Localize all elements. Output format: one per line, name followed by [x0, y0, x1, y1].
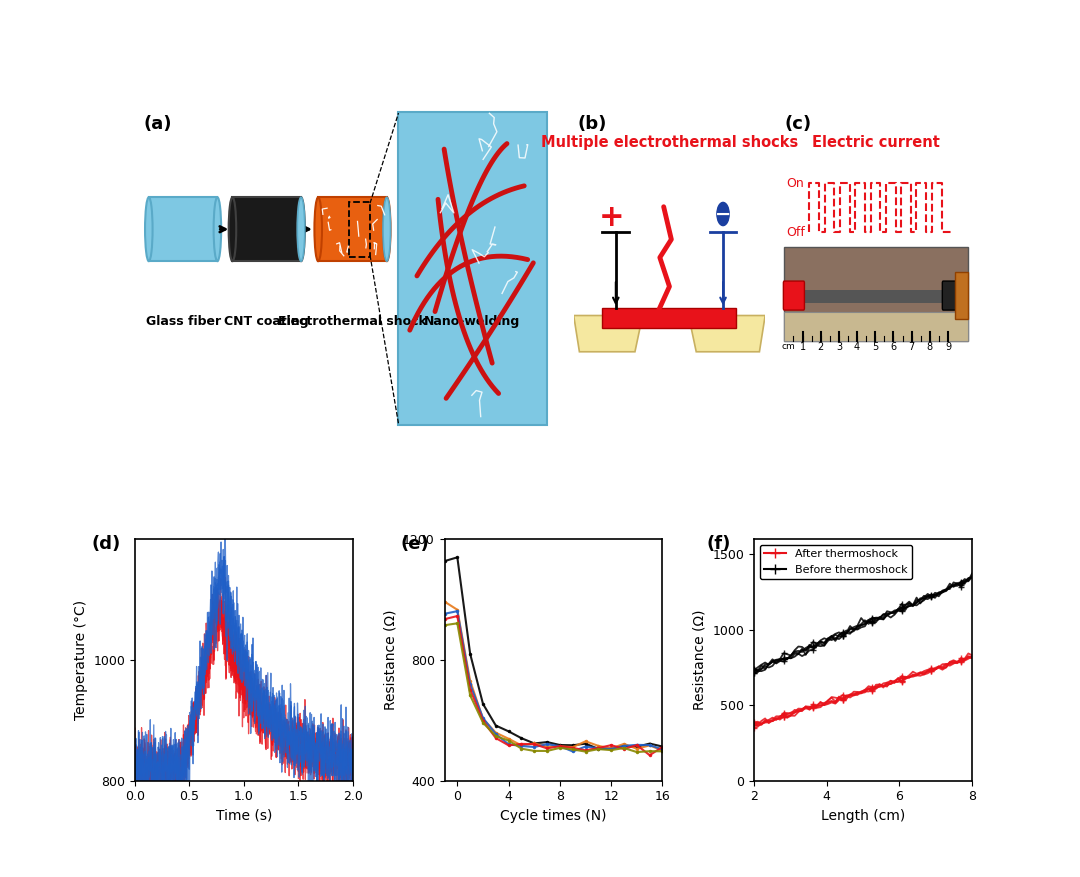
Bar — [804, 290, 943, 303]
Text: +: + — [598, 203, 624, 232]
Text: 3: 3 — [836, 342, 842, 352]
Text: −: − — [715, 204, 731, 224]
Text: On: On — [786, 176, 804, 189]
X-axis label: Length (cm): Length (cm) — [821, 809, 905, 823]
Text: Glass fiber: Glass fiber — [146, 316, 220, 328]
Text: (d): (d) — [92, 534, 121, 553]
Text: 5: 5 — [873, 342, 878, 352]
Bar — [955, 272, 968, 319]
Ellipse shape — [214, 197, 221, 261]
FancyBboxPatch shape — [319, 197, 387, 261]
Text: Electrothermal shock: Electrothermal shock — [279, 316, 427, 328]
Ellipse shape — [229, 197, 237, 261]
FancyBboxPatch shape — [149, 197, 217, 261]
Legend: After thermoshock, Before thermoshock: After thermoshock, Before thermoshock — [759, 545, 913, 580]
Text: 4: 4 — [854, 342, 860, 352]
FancyBboxPatch shape — [232, 197, 301, 261]
Y-axis label: Resistance (Ω): Resistance (Ω) — [383, 610, 397, 710]
Bar — [603, 309, 737, 328]
X-axis label: Cycle times (N): Cycle times (N) — [500, 809, 607, 823]
Text: 9: 9 — [945, 342, 951, 352]
Bar — [399, 111, 546, 425]
Text: (f): (f) — [706, 534, 730, 553]
Y-axis label: Temperature (°C): Temperature (°C) — [73, 600, 87, 720]
Text: cm: cm — [782, 342, 795, 351]
Text: CNT coating: CNT coating — [225, 316, 309, 328]
Polygon shape — [573, 316, 643, 352]
Ellipse shape — [314, 197, 322, 261]
Ellipse shape — [145, 197, 152, 261]
Text: 1: 1 — [799, 342, 806, 352]
Ellipse shape — [383, 197, 391, 261]
Ellipse shape — [297, 197, 305, 261]
Bar — [349, 202, 370, 257]
Y-axis label: Resistance (Ω): Resistance (Ω) — [693, 610, 707, 710]
Text: (c): (c) — [784, 115, 811, 133]
Polygon shape — [689, 316, 765, 352]
Text: Off: Off — [786, 225, 805, 239]
Text: 7: 7 — [908, 342, 915, 352]
Circle shape — [717, 203, 729, 225]
Text: 6: 6 — [890, 342, 896, 352]
FancyBboxPatch shape — [783, 281, 805, 310]
Ellipse shape — [383, 197, 391, 261]
Text: Multiple electrothermal shocks: Multiple electrothermal shocks — [541, 134, 798, 150]
Text: (a): (a) — [144, 115, 172, 133]
Bar — [784, 312, 968, 341]
X-axis label: Time (s): Time (s) — [216, 809, 272, 823]
Text: (b): (b) — [578, 115, 607, 133]
Text: Nano-welding: Nano-welding — [423, 316, 519, 328]
Bar — [784, 246, 968, 341]
FancyBboxPatch shape — [943, 281, 963, 310]
Ellipse shape — [297, 197, 305, 261]
Text: (e): (e) — [401, 534, 430, 553]
Text: 2: 2 — [818, 342, 824, 352]
Text: Electric current: Electric current — [812, 134, 941, 150]
Text: 8: 8 — [927, 342, 933, 352]
